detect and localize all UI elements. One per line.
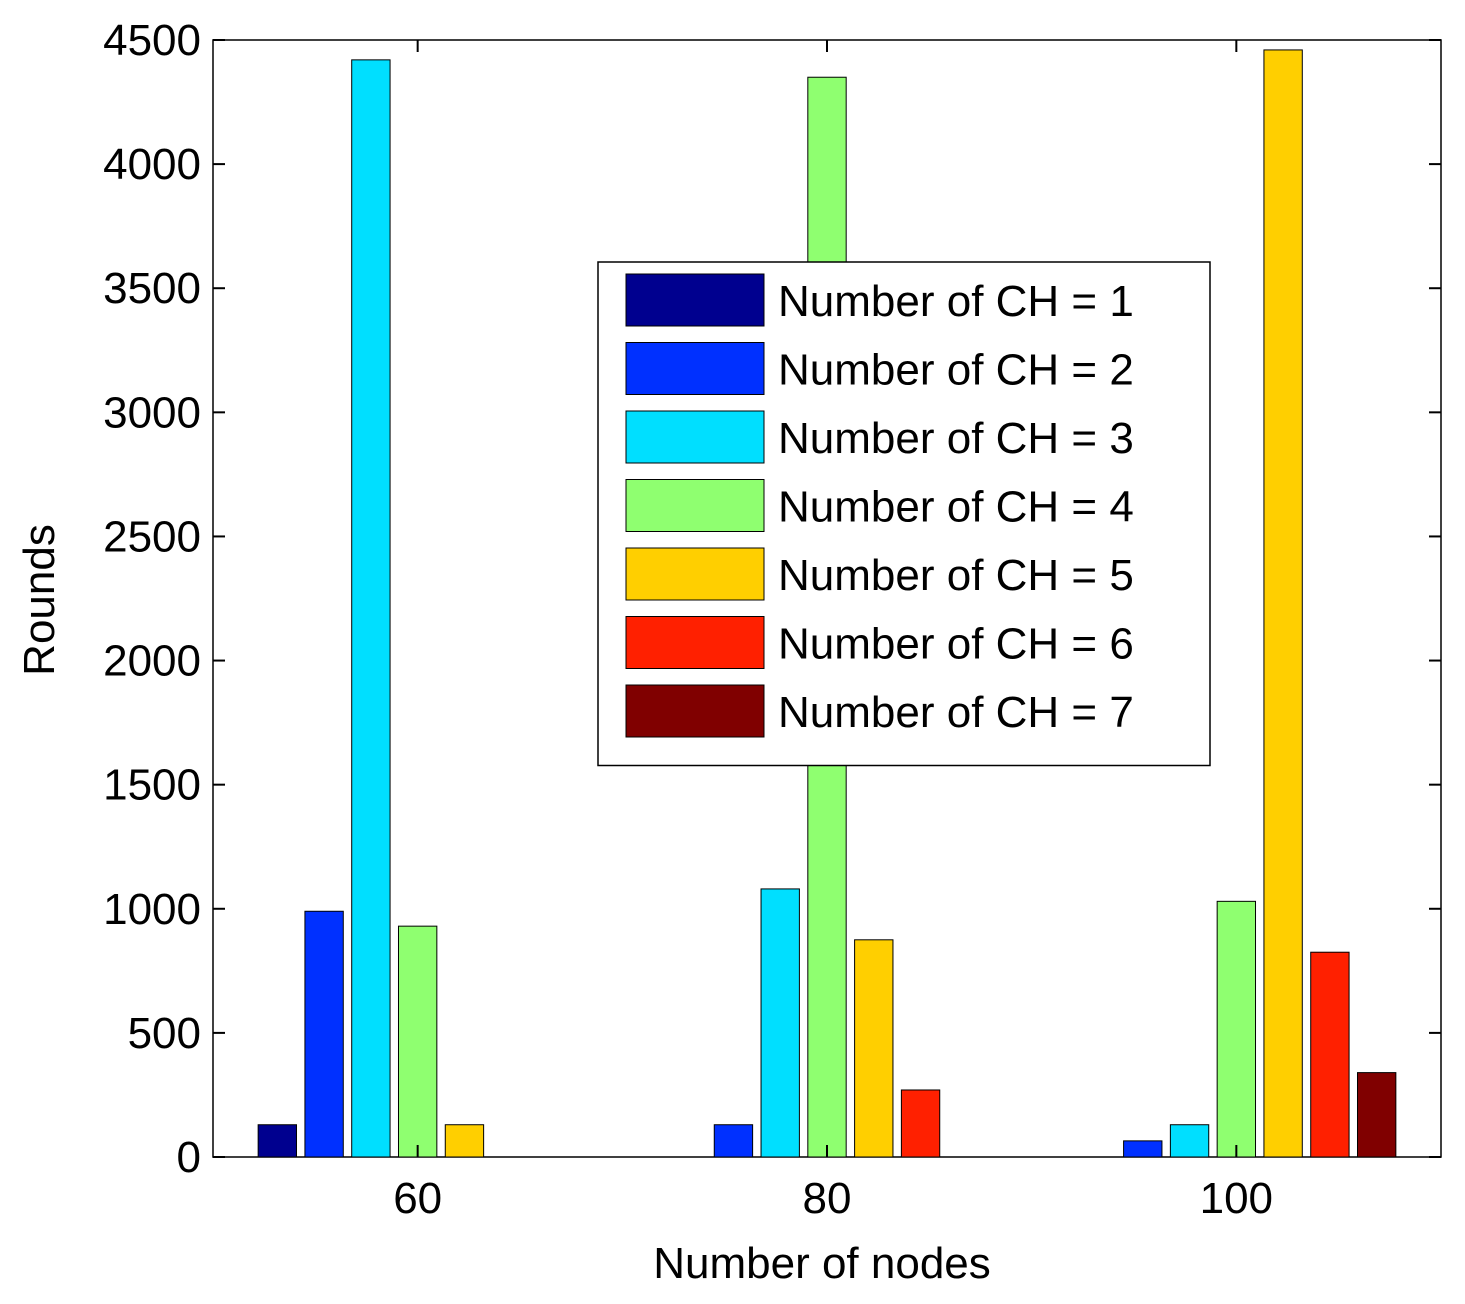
legend-swatch xyxy=(625,616,765,669)
legend-swatch xyxy=(625,273,765,327)
x-axis-label: Number of nodes xyxy=(653,1239,991,1288)
legend-label: Number of CH = 7 xyxy=(778,688,1134,737)
y-tick-label: 2500 xyxy=(103,512,201,561)
bar xyxy=(304,910,344,1158)
y-tick-label: 0 xyxy=(177,1133,201,1182)
x-ticks-group: 60 80 100 xyxy=(393,40,1273,1223)
bar xyxy=(900,1089,941,1158)
bar xyxy=(713,1124,754,1158)
y-tick-label: 500 xyxy=(128,1009,201,1058)
bar xyxy=(444,1124,485,1158)
legend-label: Number of CH = 1 xyxy=(778,277,1134,326)
y-tick-label: 2000 xyxy=(103,637,201,686)
bar xyxy=(1310,951,1350,1158)
bar xyxy=(1263,49,1303,1158)
bar xyxy=(351,59,391,1158)
legend-label: Number of CH = 2 xyxy=(778,346,1134,395)
bar xyxy=(1356,1072,1397,1158)
legend-label: Number of CH = 6 xyxy=(778,620,1134,669)
bar xyxy=(1216,900,1257,1158)
bar xyxy=(257,1124,298,1158)
bar xyxy=(760,888,800,1158)
y-tick-label: 4000 xyxy=(103,140,201,189)
x-tick-label: 60 xyxy=(393,1174,442,1223)
bar xyxy=(854,939,894,1158)
x-tick-label: 100 xyxy=(1200,1174,1273,1223)
bar xyxy=(1123,1140,1163,1158)
bar xyxy=(397,925,438,1158)
legend-label: Number of CH = 3 xyxy=(778,414,1134,463)
x-tick-label: 80 xyxy=(803,1174,852,1223)
bars-group xyxy=(257,49,1397,1158)
legend-swatch xyxy=(625,684,765,738)
legend: Number of CH = 1 Number of CH = 2 Number o… xyxy=(597,261,1211,767)
legend-label: Number of CH = 5 xyxy=(778,551,1134,600)
y-tick-label: 3500 xyxy=(103,264,201,313)
bar xyxy=(1169,1124,1210,1158)
y-tick-label: 1500 xyxy=(103,761,201,810)
y-tick-label: 1000 xyxy=(103,885,201,934)
y-tick-label: 4500 xyxy=(103,16,201,65)
legend-swatch xyxy=(625,342,765,395)
y-tick-label: 3000 xyxy=(103,388,201,437)
legend-label: Number of CH = 4 xyxy=(778,483,1134,532)
legend-swatch xyxy=(625,479,765,532)
y-axis-label: Rounds xyxy=(15,524,64,676)
legend-swatch xyxy=(625,410,765,464)
y-ticks-group: 0 500 1000 1500 2000 2500 3000 3500 4000 4500 xyxy=(103,16,1441,1182)
legend-swatch xyxy=(625,547,765,601)
